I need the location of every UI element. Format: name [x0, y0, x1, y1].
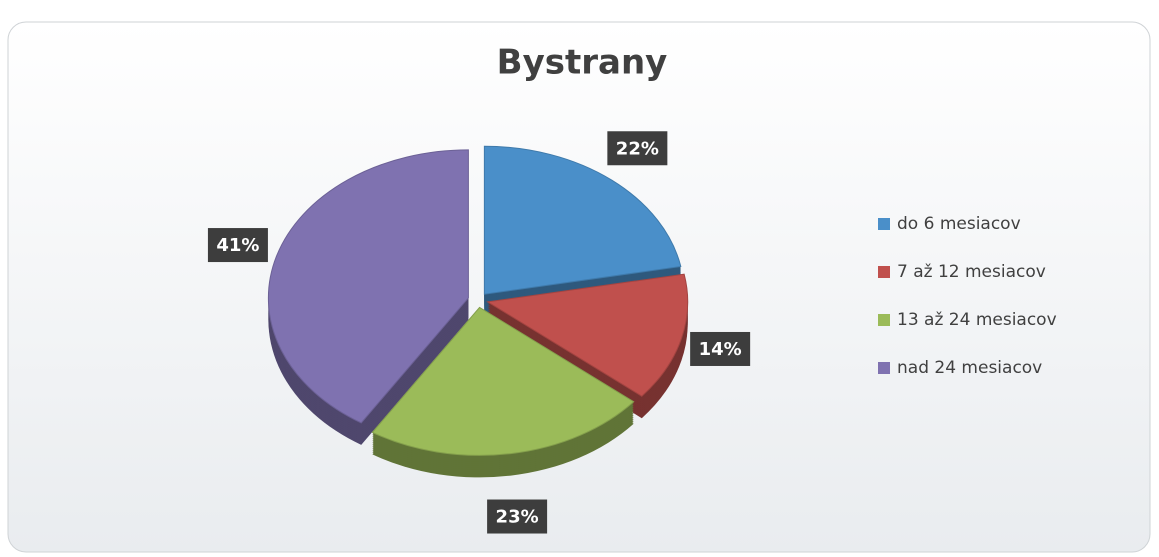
chart-title: Bystrany	[497, 43, 668, 83]
legend-label: 7 až 12 mesiacov	[897, 262, 1046, 282]
legend-swatch	[878, 314, 890, 326]
data-label: 22%	[616, 138, 659, 159]
data-label: 23%	[496, 507, 539, 528]
data-label: 41%	[216, 235, 259, 256]
data-label-box	[607, 131, 668, 166]
slice	[486, 273, 689, 397]
slice	[267, 149, 469, 424]
data-label: 14%	[699, 339, 742, 360]
legend-swatch	[878, 266, 890, 278]
slice	[483, 145, 682, 295]
slice	[371, 306, 635, 456]
legend-swatch	[878, 362, 890, 374]
legend-label: do 6 mesiacov	[897, 214, 1021, 234]
data-label-box	[207, 228, 268, 263]
legend-swatch	[878, 218, 890, 230]
legend-label: 13 až 24 mesiacov	[897, 310, 1057, 330]
legend-label: nad 24 mesiacov	[897, 358, 1042, 378]
data-label-box	[690, 331, 751, 366]
data-label-box	[487, 499, 548, 534]
